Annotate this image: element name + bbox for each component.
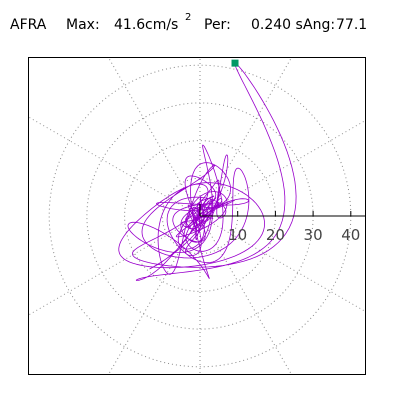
orbit-trace-layer — [118, 62, 297, 281]
station-code: AFRA — [10, 17, 47, 33]
tick-label-40: 40 — [341, 226, 360, 244]
grid-spoke-300 — [199, 215, 292, 374]
period-value: 0.240 s — [251, 17, 303, 33]
max-value: 41.6 — [114, 17, 146, 33]
grid-spoke-30 — [199, 120, 365, 217]
tick-label-20: 20 — [266, 226, 285, 244]
chart-header: AFRA Max: 41.6 cm/s 2 Per: 0.240 s Ang: … — [0, 12, 400, 39]
tick-label-10: 10 — [228, 226, 247, 244]
axis-layer — [199, 204, 365, 217]
max-label: Max: — [66, 17, 100, 33]
grid-spoke-120 — [108, 58, 201, 217]
tick-label-30: 30 — [304, 226, 323, 244]
peak-marker — [231, 59, 239, 67]
tick-label-layer: 10 20 30 40 — [228, 226, 360, 244]
angle-value: 77.1 — [336, 17, 368, 33]
plot-frame — [28, 57, 366, 375]
max-unit: cm/s — [145, 17, 179, 33]
marker-layer — [231, 59, 239, 67]
period-label: Per: — [204, 17, 231, 33]
angle-label: Ang: — [303, 17, 336, 33]
grid-spoke-60 — [199, 58, 292, 217]
max-unit-exponent: 2 — [185, 12, 192, 23]
orbit-trace — [118, 62, 297, 281]
grid-spoke-210 — [29, 215, 201, 316]
